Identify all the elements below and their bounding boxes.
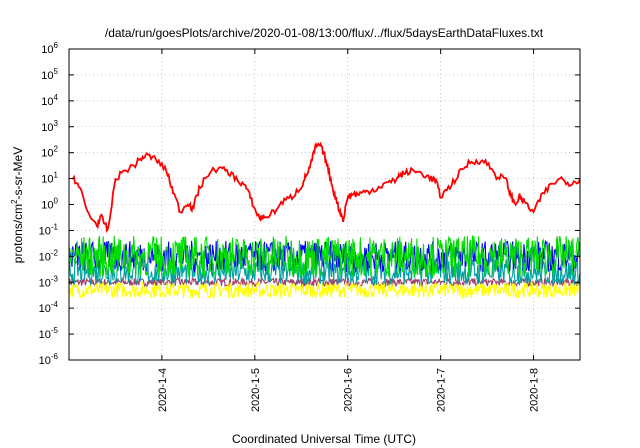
series-line-noisy <box>68 235 581 278</box>
y-tick-label: 10-3 <box>39 274 59 289</box>
x-tick-label: 2020-1-6 <box>343 368 355 412</box>
y-axis-label: protons/cm2-s-sr-MeV <box>10 147 25 263</box>
y-tick-label: 102 <box>41 145 58 160</box>
series-group <box>68 141 581 300</box>
x-tick-label: 2020-1-4 <box>157 368 169 412</box>
y-tick-label: 10-6 <box>39 352 59 367</box>
y-tick-label: 100 <box>41 197 58 212</box>
series-line-noisy <box>68 280 581 300</box>
y-tick-label: 10-5 <box>39 326 59 341</box>
x-axis-label: Coordinated Universal Time (UTC) <box>232 432 416 446</box>
series-line-red <box>71 141 581 234</box>
series-line-noisy <box>69 258 581 287</box>
y-tick-label: 105 <box>41 67 58 82</box>
y-axis-ticks: 10-6 10-5 10-4 10-3 10-2 10-1 100 101 102 103 104 1… <box>39 41 580 367</box>
y-tick-label: 10-4 <box>39 300 59 315</box>
x-tick-label: 2020-1-5 <box>250 368 262 412</box>
series-line-noisy <box>68 276 581 288</box>
x-axis-ticks: 2020-1-4 2020-1-5 2020-1-6 2020-1-7 2020-1-8 <box>157 49 541 412</box>
y-tick-label: 10-1 <box>39 222 59 237</box>
y-tick-label: 10-2 <box>39 248 59 263</box>
x-tick-label: 2020-1-8 <box>529 368 541 412</box>
y-tick-label: 103 <box>41 119 58 134</box>
y-tick-label: 101 <box>41 171 58 186</box>
x-tick-label: 2020-1-7 <box>436 368 448 412</box>
chart-title: /data/run/goesPlots/archive/2020-01-08/1… <box>105 26 544 40</box>
grid <box>69 49 580 360</box>
y-tick-label: 104 <box>41 93 58 108</box>
y-tick-label: 106 <box>41 41 58 56</box>
